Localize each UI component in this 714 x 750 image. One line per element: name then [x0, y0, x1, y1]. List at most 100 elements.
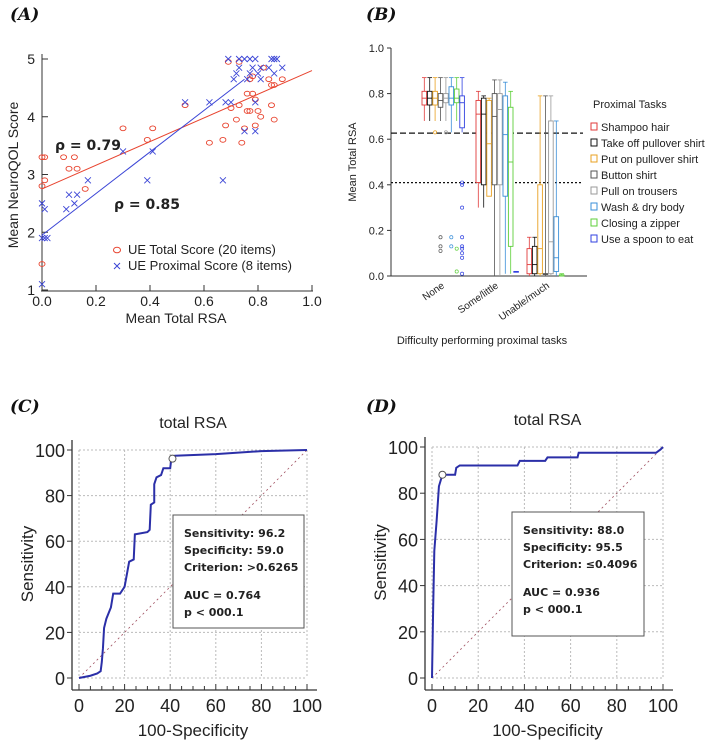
y-tick-label: 20 — [45, 623, 65, 643]
stats-line: p < 000.1 — [523, 603, 583, 616]
stats-line: Criterion: >0.6265 — [184, 561, 298, 574]
x-tick-label: 0.2 — [86, 293, 106, 309]
data-point — [227, 105, 235, 111]
data-point — [232, 116, 240, 123]
outlier — [449, 235, 454, 240]
panel-label: (A) — [10, 5, 39, 25]
y-tick-label: 1 — [27, 282, 35, 298]
legend-marker — [113, 262, 121, 270]
data-point — [70, 154, 78, 161]
data-point — [251, 96, 259, 103]
x-tick-label: 80 — [251, 696, 271, 716]
x-tick-label: 100 — [648, 696, 678, 716]
legend-label: Closing a zipper — [601, 218, 680, 230]
x-tick-label: Unable/much — [497, 280, 552, 323]
panel-b-boxplot — [387, 47, 598, 277]
data-point — [268, 102, 275, 109]
x-tick-label: 20 — [115, 696, 135, 716]
box — [531, 245, 538, 275]
data-point — [227, 98, 235, 106]
outlier — [433, 130, 438, 135]
y-tick-label: 20 — [398, 623, 418, 643]
y-tick-label: 80 — [398, 484, 418, 504]
data-point — [41, 234, 49, 242]
data-point — [38, 154, 46, 161]
data-point — [257, 64, 265, 71]
box — [453, 88, 460, 104]
outlier — [454, 246, 459, 251]
panel-a-scatter — [38, 54, 313, 292]
legend-marker — [590, 186, 598, 195]
outlier — [449, 244, 454, 249]
data-point — [241, 125, 248, 132]
rho-annotation: ρ = 0.79 — [55, 138, 121, 154]
data-point — [41, 177, 49, 184]
x-tick-label: 0.8 — [248, 293, 268, 309]
data-point — [233, 70, 240, 77]
y-tick-label: 100 — [35, 441, 65, 461]
legend-label: Put on pullover shirt — [601, 154, 698, 166]
data-point — [181, 102, 189, 109]
chart-title: total RSA — [514, 412, 582, 429]
data-point — [73, 191, 81, 199]
legend-label: Pull on trousers — [601, 186, 678, 198]
data-point — [251, 98, 259, 106]
data-point — [38, 261, 46, 267]
data-point — [73, 165, 81, 172]
x-tick-label: 0.0 — [32, 293, 52, 309]
data-point — [268, 55, 275, 63]
data-point — [249, 90, 257, 97]
stats-box — [511, 511, 645, 637]
y-tick-label: 0.0 — [369, 271, 384, 283]
roc-curve — [78, 449, 308, 679]
data-point — [224, 55, 232, 63]
y-tick-label: 2 — [27, 224, 35, 240]
data-point — [265, 64, 273, 71]
y-tick-label: 0.8 — [369, 89, 384, 101]
x-tick-label: 1.0 — [302, 293, 322, 309]
data-point — [65, 191, 73, 199]
data-point — [235, 59, 243, 65]
x-tick-label: 20 — [468, 696, 488, 716]
stats-line: p < 000.1 — [184, 606, 244, 619]
stats-line: AUC = 0.936 — [523, 586, 600, 599]
data-point — [249, 64, 256, 71]
data-point — [219, 176, 227, 184]
data-point — [246, 70, 254, 77]
legend-marker — [590, 138, 598, 147]
data-point — [235, 55, 243, 63]
data-point — [71, 200, 78, 207]
outlier — [460, 180, 465, 185]
outlier — [460, 246, 465, 251]
x-axis-title: 100-Specificity — [492, 721, 603, 740]
data-point — [230, 75, 238, 83]
data-point — [243, 90, 251, 97]
outlier — [460, 271, 465, 276]
legend-label: UE Total Score (20 items) — [128, 242, 276, 257]
y-axis-title: Mean Total RSA — [347, 122, 359, 202]
data-point — [254, 108, 262, 114]
x-tick-label: 60 — [561, 696, 581, 716]
box — [507, 106, 514, 247]
data-point — [222, 122, 230, 129]
panel-label: (B) — [366, 5, 396, 25]
box — [480, 97, 487, 186]
data-point — [254, 70, 262, 77]
stats-line: Sensitivity: 88.0 — [523, 524, 625, 537]
data-point — [149, 148, 157, 155]
data-point — [270, 70, 278, 77]
data-point — [235, 102, 243, 109]
panel-d-roc — [420, 437, 673, 691]
data-point — [149, 125, 157, 132]
data-point — [251, 122, 259, 129]
y-tick-label: 5 — [27, 51, 35, 67]
data-point — [265, 76, 273, 83]
legend-label: Button shirt — [601, 170, 657, 182]
stats-line: AUC = 0.764 — [184, 589, 261, 602]
y-tick-label: 40 — [45, 578, 65, 598]
x-tick-label: 40 — [514, 696, 534, 716]
x-tick-label: 80 — [607, 696, 627, 716]
outlier — [438, 244, 443, 249]
y-tick-label: 80 — [45, 487, 65, 507]
stats-line: Sensitivity: 96.2 — [184, 527, 285, 540]
